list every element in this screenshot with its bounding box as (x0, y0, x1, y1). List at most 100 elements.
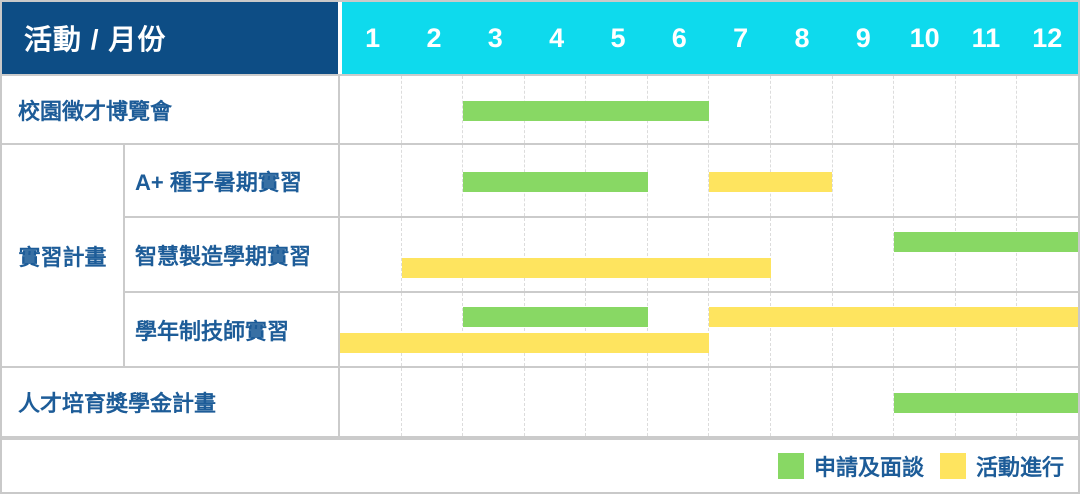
gantt-row-cells (340, 76, 1078, 145)
gantt-row-cells (340, 145, 1078, 218)
month-gridline-cell (402, 368, 464, 436)
month-gridline-cell (340, 368, 402, 436)
month-gridline-cell (648, 368, 710, 436)
group-label: 實習計畫 (18, 244, 107, 270)
month-gridline-cell (525, 368, 587, 436)
row-label-cell: 學年制技師實習 (125, 293, 340, 368)
month-gridline-cell (463, 368, 525, 436)
gantt-bar-apply (893, 231, 1078, 252)
month-gridlines (340, 293, 1078, 366)
month-gridline-cell (1017, 76, 1078, 143)
month-gridline-cell (833, 76, 895, 143)
month-gridline-cell (956, 76, 1018, 143)
gantt-bar-apply (893, 393, 1078, 413)
month-gridline-cell (340, 293, 402, 366)
month-gridlines (340, 76, 1078, 143)
legend-swatch-apply (777, 453, 804, 479)
month-gridline-cell (894, 293, 956, 366)
legend: 申請及面談 活動進行 (2, 438, 1078, 492)
row-label: 學年制技師實習 (135, 318, 290, 344)
month-header-cell: 2 (426, 22, 442, 53)
month-header-cell: 4 (549, 22, 565, 53)
month-gridline-cell (586, 218, 648, 291)
month-gridline-cell (402, 76, 464, 143)
month-gridline-cell (525, 218, 587, 291)
month-gridline-cell (463, 293, 525, 366)
row-label-cell: A+ 種子暑期實習 (125, 145, 340, 218)
row-label: 校園徵才博覽會 (18, 98, 173, 124)
month-gridline-cell (340, 145, 402, 216)
month-gridline-cell (894, 218, 956, 291)
month-header-cell: 1 (365, 22, 381, 53)
row-label: 智慧製造學期實習 (135, 243, 312, 269)
row-label-cell: 智慧製造學期實習 (125, 218, 340, 293)
month-gridline-cell (709, 293, 772, 366)
month-gridline-cell (833, 293, 895, 366)
legend-label-active: 活動進行 (975, 455, 1064, 480)
month-gridline-cell (1017, 218, 1078, 291)
month-gridline-cell (833, 218, 895, 291)
gantt-bar-active (340, 333, 709, 354)
month-gridline-cell (709, 76, 772, 143)
month-gridlines (340, 218, 1078, 291)
month-header-cell: 5 (610, 22, 626, 53)
month-gridline-cell (771, 293, 833, 366)
row-label-cell: 校園徵才博覽會 (2, 76, 340, 145)
month-gridline-cell (648, 218, 710, 291)
table-header: 活動 / 月份 1 2 3 4 5 6 7 8 9 10 11 12 (2, 2, 1078, 76)
month-header-cell: 12 (1032, 22, 1063, 53)
gantt-bar-active (709, 306, 1078, 327)
month-gridline-cell (648, 145, 710, 216)
month-header-cell: 9 (855, 22, 871, 53)
month-header-cell: 7 (733, 22, 749, 53)
month-header-row: 1 2 3 4 5 6 7 8 9 10 11 12 (342, 2, 1078, 74)
month-gridline-cell (833, 368, 895, 436)
month-gridline-cell (709, 218, 772, 291)
header-divider (338, 2, 342, 74)
month-gridline-cell (771, 145, 833, 216)
gantt-bar-apply (463, 171, 648, 192)
gantt-bar-apply (463, 100, 709, 121)
month-gridline-cell (771, 218, 833, 291)
header-title: 活動 / 月份 (24, 24, 167, 55)
row-label: A+ 種子暑期實習 (135, 169, 302, 195)
header-title-cell: 活動 / 月份 (2, 2, 338, 74)
month-gridline-cell (956, 145, 1018, 216)
month-gridline-cell (525, 293, 587, 366)
group-label-cell: 實習計畫 (2, 145, 125, 368)
month-gridline-cell (586, 293, 648, 366)
gantt-row-cells (340, 368, 1078, 438)
month-gridline-cell (1017, 145, 1078, 216)
month-gridline-cell (833, 145, 895, 216)
month-gridline-cell (402, 293, 464, 366)
legend-label-apply: 申請及面談 (813, 455, 924, 480)
gantt-bar-active (401, 258, 771, 279)
month-header-cell: 3 (487, 22, 503, 53)
gantt-body: 實習計畫 校園徵才博覽會 A+ 種子暑期實習 智慧製造學期實習 學年制技師實習人才培育獎… (2, 76, 1078, 438)
gantt-row-cells (340, 218, 1078, 293)
month-header-cell: 6 (671, 22, 687, 53)
gantt-bar-active (709, 171, 832, 192)
gantt-row-cells (340, 293, 1078, 368)
row-label: 人才培育獎學金計畫 (18, 391, 217, 416)
month-gridline-cell (586, 368, 648, 436)
month-gridline-cell (402, 218, 464, 291)
month-gridline-cell (463, 218, 525, 291)
month-header-cell: 8 (794, 22, 810, 53)
month-gridline-cell (894, 145, 956, 216)
month-gridline-cell (340, 218, 402, 291)
row-label-cell: 人才培育獎學金計畫 (2, 368, 340, 438)
legend-swatch-active (939, 453, 966, 479)
month-header-cell: 10 (909, 22, 940, 53)
month-gridline-cell (771, 368, 833, 436)
month-gridline-cell (956, 218, 1018, 291)
month-gridline-cell (771, 76, 833, 143)
month-gridline-cell (709, 368, 772, 436)
month-header-cell: 11 (971, 22, 1001, 53)
month-gridline-cell (894, 76, 956, 143)
month-gridline-cell (1017, 293, 1078, 366)
gantt-bar-apply (463, 306, 648, 327)
month-gridline-cell (340, 76, 402, 143)
month-gridline-cell (956, 293, 1018, 366)
